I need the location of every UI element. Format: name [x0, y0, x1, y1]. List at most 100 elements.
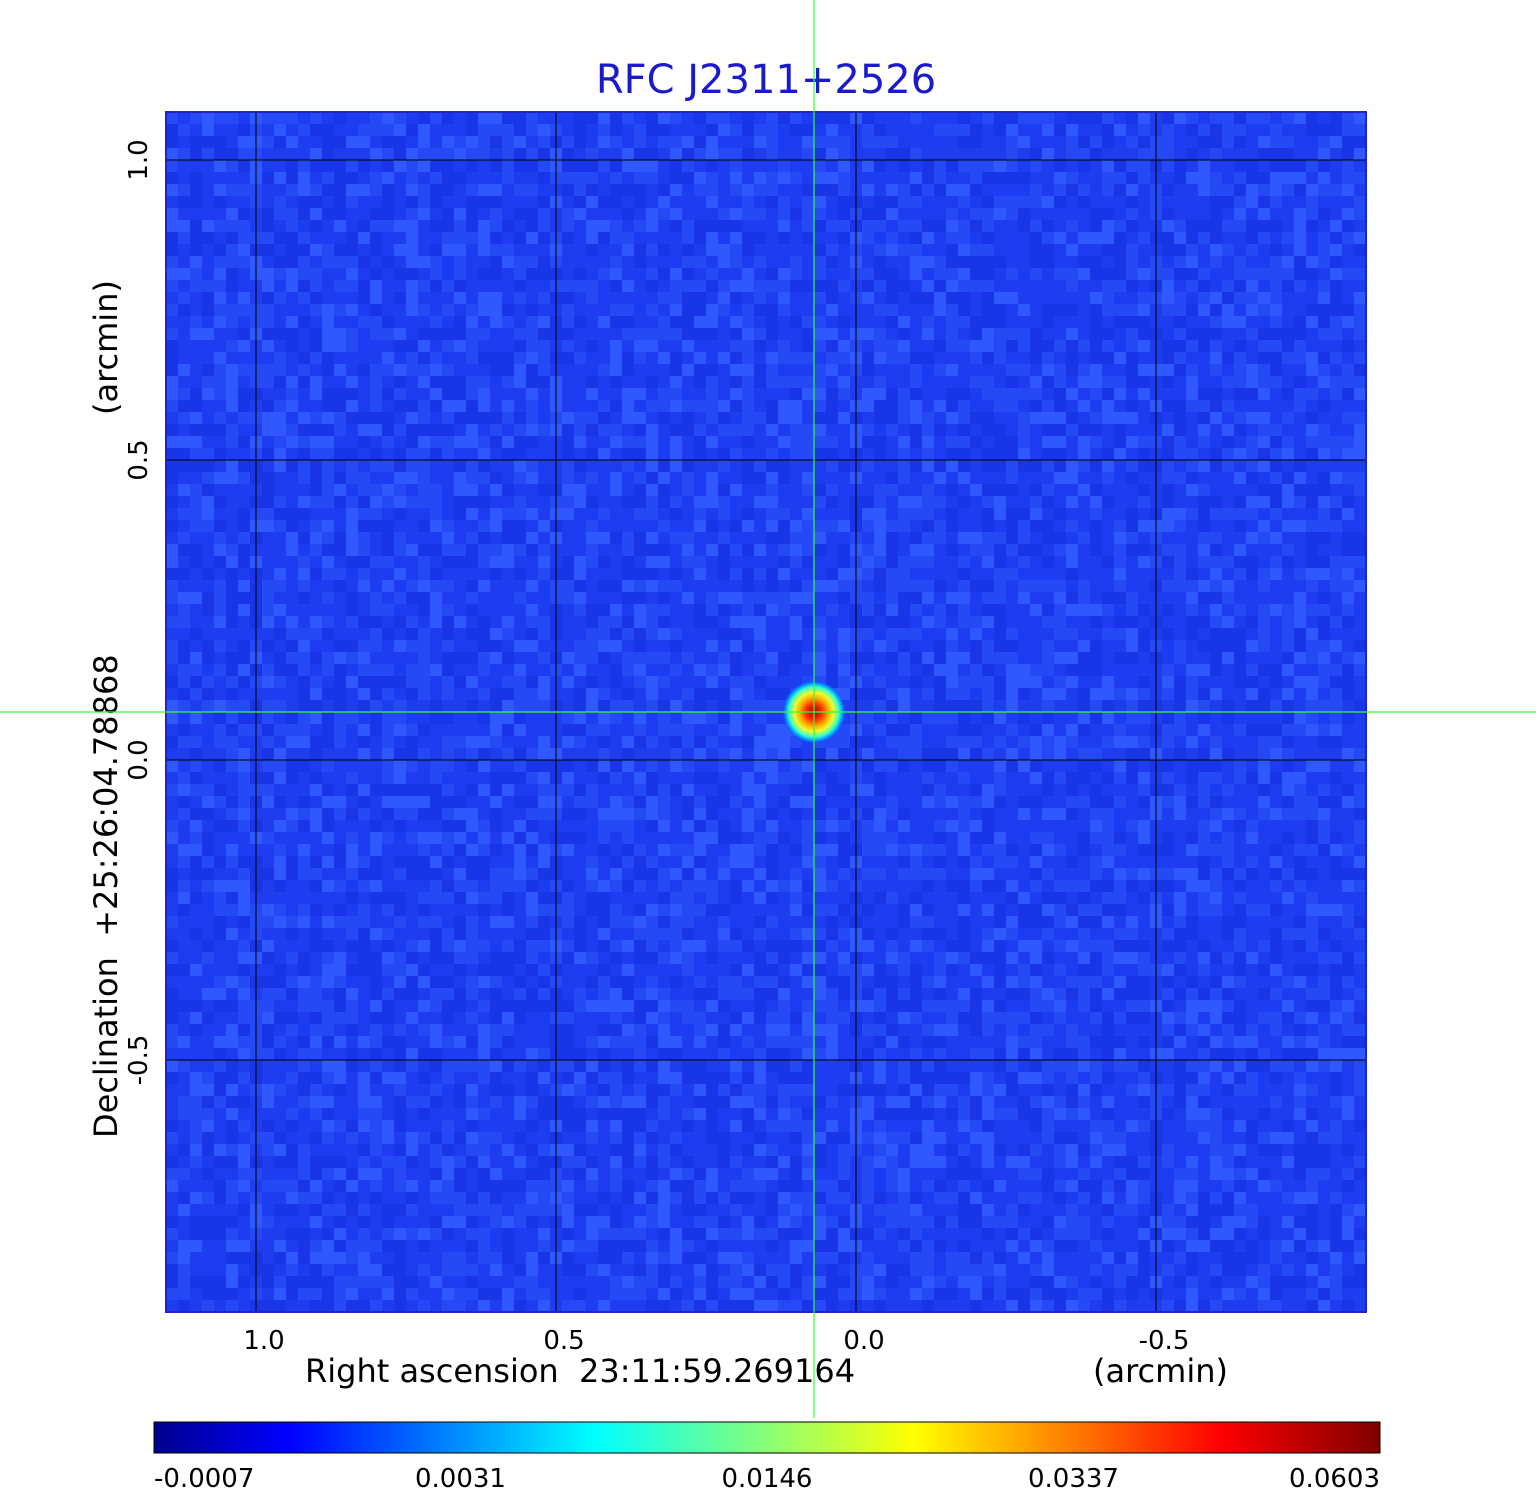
noise-cell	[1270, 472, 1282, 484]
noise-cell	[1138, 952, 1150, 964]
noise-cell	[226, 256, 238, 268]
noise-cell	[778, 544, 790, 556]
noise-cell	[1354, 640, 1366, 652]
noise-cell	[1210, 892, 1222, 904]
noise-cell	[754, 184, 766, 196]
noise-cell	[682, 484, 694, 496]
noise-cell	[718, 556, 730, 568]
noise-cell	[1162, 184, 1174, 196]
noise-cell	[1186, 220, 1198, 232]
noise-cell	[454, 268, 466, 280]
noise-cell	[910, 496, 922, 508]
noise-cell	[766, 1024, 778, 1036]
noise-cell	[994, 304, 1006, 316]
noise-cell	[994, 796, 1006, 808]
noise-cell	[190, 772, 202, 784]
noise-cell	[262, 484, 274, 496]
noise-cell	[1270, 532, 1282, 544]
noise-cell	[706, 412, 718, 424]
noise-cell	[166, 880, 178, 892]
noise-cell	[382, 724, 394, 736]
noise-cell	[886, 808, 898, 820]
noise-cell	[1306, 256, 1318, 268]
noise-cell	[1162, 664, 1174, 676]
noise-cell	[1174, 724, 1186, 736]
noise-cell	[406, 796, 418, 808]
noise-cell	[646, 328, 658, 340]
noise-cell	[526, 808, 538, 820]
noise-cell	[1222, 784, 1234, 796]
noise-cell	[610, 376, 622, 388]
noise-cell	[670, 400, 682, 412]
noise-cell	[1126, 256, 1138, 268]
noise-cell	[1174, 508, 1186, 520]
noise-cell	[202, 424, 214, 436]
noise-cell	[382, 736, 394, 748]
noise-cell	[658, 484, 670, 496]
noise-cell	[322, 832, 334, 844]
noise-cell	[574, 136, 586, 148]
noise-cell	[490, 808, 502, 820]
noise-cell	[766, 268, 778, 280]
noise-cell	[1354, 124, 1366, 136]
noise-cell	[1018, 580, 1030, 592]
noise-cell	[1210, 652, 1222, 664]
noise-cell	[946, 400, 958, 412]
noise-cell	[838, 520, 850, 532]
noise-cell	[1330, 448, 1342, 460]
noise-cell	[166, 700, 178, 712]
noise-cell	[994, 388, 1006, 400]
noise-cell	[1006, 892, 1018, 904]
noise-cell	[1162, 520, 1174, 532]
noise-cell	[430, 1036, 442, 1048]
noise-cell	[982, 640, 994, 652]
noise-cell	[646, 820, 658, 832]
noise-cell	[970, 268, 982, 280]
noise-cell	[814, 388, 826, 400]
noise-cell	[754, 376, 766, 388]
noise-cell	[610, 532, 622, 544]
noise-cell	[1186, 676, 1198, 688]
noise-cell	[946, 796, 958, 808]
noise-cell	[442, 940, 454, 952]
noise-cell	[826, 820, 838, 832]
noise-cell	[610, 1036, 622, 1048]
noise-cell	[166, 952, 178, 964]
noise-cell	[1330, 136, 1342, 148]
noise-cell	[346, 784, 358, 796]
noise-cell	[334, 424, 346, 436]
noise-cell	[190, 784, 202, 796]
noise-cell	[322, 148, 334, 160]
noise-cell	[1234, 1012, 1246, 1024]
noise-cell	[274, 988, 286, 1000]
noise-cell	[1342, 136, 1354, 148]
noise-cell	[574, 112, 586, 124]
noise-cell	[202, 568, 214, 580]
noise-cell	[970, 796, 982, 808]
noise-cell	[286, 256, 298, 268]
noise-cell	[442, 280, 454, 292]
noise-cell	[1330, 280, 1342, 292]
noise-cell	[874, 976, 886, 988]
noise-cell	[1102, 244, 1114, 256]
noise-cell	[1318, 556, 1330, 568]
noise-cell	[526, 508, 538, 520]
noise-cell	[286, 616, 298, 628]
noise-cell	[706, 544, 718, 556]
noise-cell	[1066, 772, 1078, 784]
noise-cell	[1270, 436, 1282, 448]
noise-cell	[202, 280, 214, 292]
noise-cell	[1258, 208, 1270, 220]
noise-cell	[1342, 436, 1354, 448]
noise-cell	[166, 208, 178, 220]
noise-cell	[742, 196, 754, 208]
noise-cell	[346, 712, 358, 724]
noise-cell	[718, 400, 730, 412]
noise-cell	[358, 436, 370, 448]
noise-cell	[1162, 136, 1174, 148]
noise-cell	[226, 880, 238, 892]
noise-cell	[1138, 328, 1150, 340]
noise-cell	[478, 856, 490, 868]
noise-cell	[706, 1000, 718, 1012]
noise-cell	[1006, 448, 1018, 460]
